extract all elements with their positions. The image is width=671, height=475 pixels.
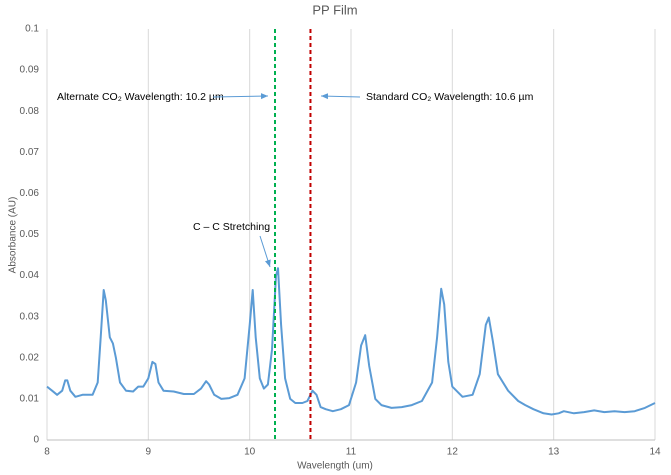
y-tick-label: 0.08: [20, 106, 40, 117]
y-tick-label: 0.01: [20, 394, 40, 405]
spectrum-line: [46, 267, 656, 416]
annotation-arrow: [212, 93, 269, 100]
x-tick-label: 8: [44, 447, 50, 458]
x-tick-label: 12: [447, 447, 459, 458]
annotation-arrow: [259, 235, 271, 268]
y-tick-label: 0.1: [25, 24, 39, 35]
x-tick-label: 13: [548, 447, 560, 458]
y-tick-label: 0.04: [20, 270, 40, 281]
annotation: Alternate CO₂ Wavelength: 10.2 µm: [57, 91, 224, 103]
annotation: C – C Stretching: [193, 221, 270, 233]
x-axis-label: Wavelength (um): [297, 461, 373, 472]
y-tick-label: 0.05: [20, 229, 40, 240]
annotation: Standard CO₂ Wavelength: 10.6 µm: [366, 91, 534, 103]
x-tick-label: 11: [346, 447, 357, 458]
y-tick-label: 0.06: [20, 188, 40, 199]
chart-title: PP Film: [312, 2, 357, 17]
x-tick-label: 9: [146, 447, 152, 458]
annotation-arrow: [320, 93, 361, 100]
x-tick-label: 14: [649, 447, 661, 458]
y-tick-label: 0.03: [20, 311, 40, 322]
y-tick-label: 0.07: [20, 147, 40, 158]
y-axis-label: Absorbance (AU): [8, 197, 19, 274]
y-tick-label: 0.02: [20, 352, 40, 363]
y-tick-label: 0: [33, 435, 39, 446]
y-tick-label: 0.09: [20, 65, 40, 76]
x-tick-label: 10: [244, 447, 256, 458]
